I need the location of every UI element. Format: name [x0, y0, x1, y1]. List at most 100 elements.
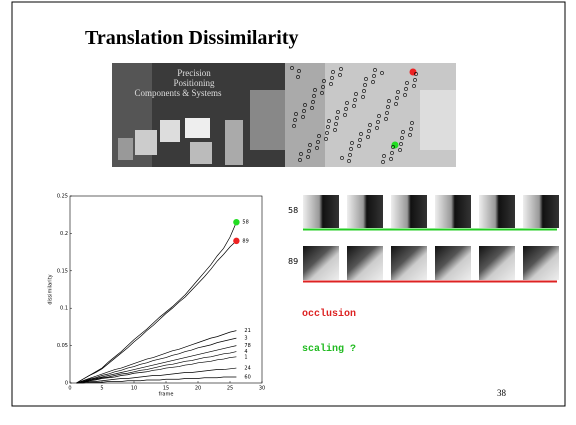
- y-tick-label: 0: [65, 381, 68, 387]
- x-tick-label: 5: [100, 386, 103, 392]
- feature-dot: [347, 159, 351, 163]
- x-tick-label: 20: [195, 386, 201, 392]
- feature-dot: [297, 69, 301, 73]
- series-line: [76, 376, 237, 384]
- feature-dot: [333, 128, 337, 132]
- feature-dot: [296, 75, 300, 79]
- feature-dot: [349, 147, 353, 151]
- series-label: 24: [244, 366, 250, 372]
- feature-dot: [350, 141, 354, 145]
- feature-dot: [330, 76, 334, 80]
- feature-dot: [298, 158, 302, 162]
- feature-dot: [303, 103, 307, 107]
- feature-dot: [394, 102, 398, 106]
- feature-dot: [377, 114, 381, 118]
- slide-title: Translation Dissimilarity: [85, 27, 299, 49]
- annotation: scaling ?: [302, 343, 356, 355]
- feature-dot: [390, 151, 394, 155]
- feature-dot: [320, 91, 324, 95]
- feature-dot: [396, 90, 400, 94]
- x-tick-label: 0: [68, 386, 71, 392]
- feature-dot: [405, 81, 409, 85]
- end-marker: [233, 237, 240, 245]
- feature-dot: [382, 154, 386, 158]
- feature-dot: [401, 130, 405, 134]
- series-label: 78: [244, 343, 250, 349]
- feature-dot: [412, 84, 416, 88]
- series-line: [76, 367, 237, 384]
- patch: [523, 246, 559, 280]
- feature-dot: [366, 135, 370, 139]
- feature-dot: [310, 106, 314, 110]
- series-label: 89: [242, 238, 248, 244]
- series-label: 21: [244, 328, 250, 334]
- end-marker: [233, 218, 240, 226]
- photo-text: Positioning: [173, 78, 215, 88]
- x-tick-label: 30: [259, 386, 265, 392]
- x-axis-label: frame: [159, 392, 174, 398]
- feature-dot: [359, 132, 363, 136]
- feature-dot: [414, 72, 418, 76]
- y-tick-label: 0.15: [57, 268, 68, 274]
- feature-dot: [322, 79, 326, 83]
- feature-dot: [408, 133, 412, 137]
- feature-dot: [385, 111, 389, 115]
- feature-dot: [391, 145, 395, 149]
- feature-dot: [410, 121, 414, 125]
- feature-dot: [302, 109, 306, 113]
- patch: [435, 246, 471, 280]
- y-tick-label: 0.1: [60, 306, 68, 312]
- row-label: 58: [288, 206, 298, 215]
- feature-dot: [399, 142, 403, 146]
- patch: [435, 195, 471, 228]
- chart: 0 0.05 0.1 0.15 0.2 0.25 0 5 10 15 20 25 30 frame diss…: [48, 194, 266, 398]
- feature-dot: [325, 131, 329, 135]
- feature-dot: [308, 143, 312, 147]
- x-tick-label: 15: [163, 386, 169, 392]
- feature-dot: [338, 73, 342, 77]
- feature-dot: [321, 85, 325, 89]
- series-label: 58: [242, 220, 248, 226]
- feature-dot: [329, 82, 333, 86]
- feature-dot: [403, 93, 407, 97]
- patch: [479, 195, 515, 228]
- series-label: 4: [244, 349, 247, 355]
- y-tick-label: 0.05: [57, 343, 68, 349]
- feature-dot: [334, 122, 338, 126]
- feature-dot: [353, 98, 357, 102]
- feature-dot: [364, 77, 368, 81]
- series-line: [76, 337, 237, 384]
- feature-dot: [371, 80, 375, 84]
- feature-dot: [340, 156, 344, 160]
- feature-dot: [315, 146, 319, 150]
- feature-dot: [344, 107, 348, 111]
- patch: [391, 195, 427, 228]
- feature-dot: [311, 100, 315, 104]
- feature-dot: [358, 138, 362, 142]
- feature-dot: [316, 140, 320, 144]
- feature-dot: [312, 94, 316, 98]
- feature-dot: [380, 71, 384, 75]
- patch: [391, 246, 427, 280]
- feature-dot: [313, 88, 317, 92]
- feature-dot: [327, 119, 331, 123]
- feature-dot: [361, 95, 365, 99]
- photo-right: [285, 63, 456, 167]
- feature-dot: [376, 120, 380, 124]
- feature-dot: [290, 66, 294, 70]
- feature-dot: [299, 152, 303, 156]
- patch: [479, 246, 515, 280]
- x-tick-label: 25: [227, 386, 233, 392]
- feature-dot: [395, 96, 399, 100]
- feature-dot: [384, 117, 388, 121]
- feature-dot: [317, 134, 321, 138]
- feature-dot: [381, 160, 385, 164]
- feature-dot: [373, 68, 377, 72]
- feature-dot: [307, 149, 311, 153]
- red-feature: [409, 68, 417, 76]
- feature-dot: [386, 105, 390, 109]
- series-line: [76, 222, 237, 384]
- page-number: 38: [497, 388, 507, 398]
- series-line: [76, 240, 237, 384]
